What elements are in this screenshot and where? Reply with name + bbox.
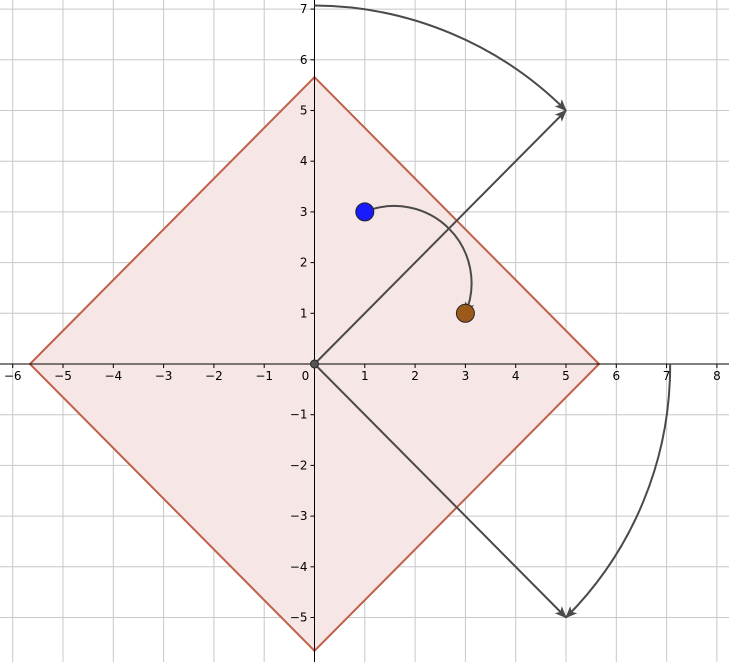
rotation-arc	[565, 363, 672, 619]
points	[310, 202, 475, 369]
vector-arrow	[313, 109, 567, 365]
y-tick-label: −3	[290, 509, 308, 523]
x-tick-label: 6	[612, 369, 620, 383]
x-tick-label: −3	[155, 369, 173, 383]
y-tick-label: −5	[290, 611, 308, 625]
x-tick-label: −5	[54, 369, 72, 383]
x-tick-label: 4	[512, 369, 520, 383]
y-tick-label: −2	[290, 458, 308, 472]
x-tick-label: 3	[462, 369, 470, 383]
y-tick-label: −1	[290, 408, 308, 422]
x-tick-label: 5	[562, 369, 570, 383]
x-tick-label: 7	[663, 369, 671, 383]
y-tick-label: −4	[290, 560, 308, 574]
x-tick-label: −4	[104, 369, 122, 383]
x-tick-label: 1	[361, 369, 369, 383]
x-tick-label: −2	[205, 369, 223, 383]
vector-arrow	[313, 363, 567, 619]
point-rotated	[455, 303, 475, 323]
y-tick-label: 5	[300, 104, 308, 118]
y-tick-label: 2	[300, 256, 308, 270]
x-tick-label: −1	[255, 369, 273, 383]
y-tick-label: 6	[300, 53, 308, 67]
y-tick-label: 3	[300, 205, 308, 219]
x-tick-label: 2	[411, 369, 419, 383]
point-original	[355, 202, 375, 222]
y-tick-label: 7	[300, 2, 308, 16]
vectors	[313, 109, 567, 619]
origin-point	[310, 359, 319, 369]
rotation-arcs	[314, 4, 672, 619]
x-tick-label: −6	[4, 369, 22, 383]
y-tick-label: 1	[300, 306, 308, 320]
x-tick-label: 0	[302, 369, 310, 383]
rotation-arc	[364, 204, 475, 315]
y-tick-label: 4	[300, 154, 308, 168]
x-tick-labels: −6 −5 −4 −3 −2 −1 0 1 2 3 4 5 6 7 8	[4, 364, 721, 383]
y-tick-labels: −5 −4 −3 −2 −1 1 2 3 4 5 6 7	[290, 2, 315, 625]
x-tick-label: 8	[713, 369, 721, 383]
rotation-arc	[314, 4, 567, 112]
